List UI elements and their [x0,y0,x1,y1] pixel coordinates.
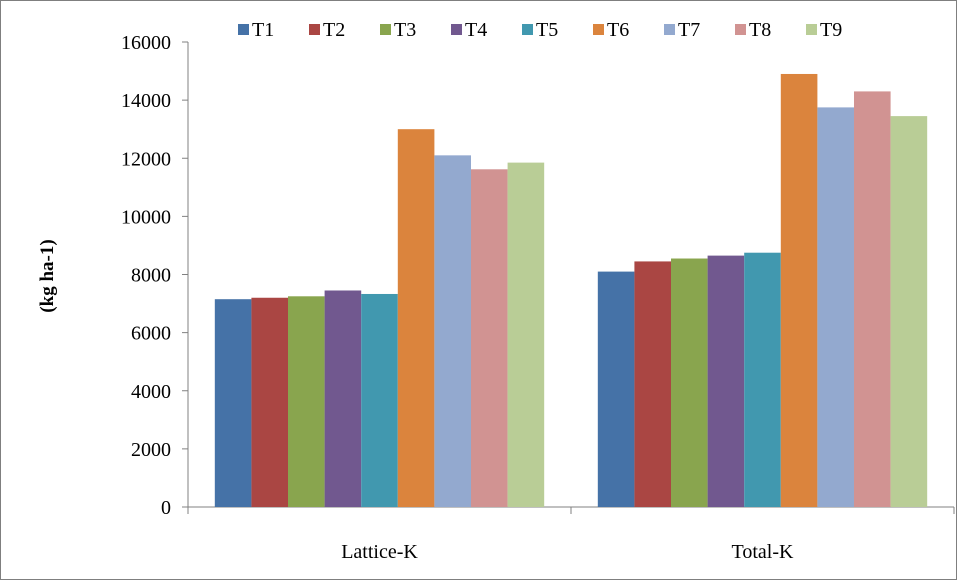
bar-t1-lattice-k [214,299,252,507]
y-tick-label: 8000 [131,265,171,287]
legend-swatch-t2 [309,24,320,35]
bar-t4-total-k [707,255,745,507]
bars [214,73,928,507]
bar-t4-lattice-k [324,290,362,507]
legend-label-t4: T4 [465,19,487,41]
bar-t6-lattice-k [397,129,435,507]
category-label: Lattice-K [341,541,418,563]
y-tick-label: 0 [161,497,171,519]
legend-label-t8: T8 [749,19,771,41]
legend-swatch-t8 [735,24,746,35]
bar-t7-total-k [817,107,854,507]
bar-t5-total-k [744,252,781,507]
y-tick-label: 14000 [121,90,171,112]
legend-swatch-t9 [806,24,817,35]
bar-t3-total-k [671,258,708,507]
bar-t8-lattice-k [470,169,508,507]
bar-t5-lattice-k [361,293,398,507]
bar-t2-total-k [634,261,672,507]
legend-swatch-t6 [593,24,604,35]
legend-swatch-t5 [522,24,533,35]
legend-swatch-t1 [238,24,249,35]
legend-label-t3: T3 [394,19,416,41]
y-tick-label: 12000 [121,148,171,170]
y-tick-label: 4000 [131,381,171,403]
legend-swatch-t3 [380,24,391,35]
bar-t1-total-k [597,271,635,507]
bar-t3-lattice-k [288,296,325,507]
category-label: Total-K [732,541,794,563]
legend-label-t1: T1 [252,19,274,41]
y-axis-title: (kg ha-1) [37,239,58,312]
bar-t2-lattice-k [251,297,289,507]
legend-label-t5: T5 [536,19,558,41]
y-tick-label: 6000 [131,323,171,345]
legend-label-t6: T6 [607,19,629,41]
legend-label-t7: T7 [678,19,700,41]
y-tick-label: 2000 [131,439,171,461]
bar-t9-lattice-k [507,162,545,507]
y-tick-label: 10000 [121,206,171,228]
bar-t9-total-k [890,116,928,507]
y-axis: 0 2000 4000 6000 8000 10000 12000 14000 16000 [121,32,189,519]
bar-t7-lattice-k [434,155,471,507]
legend-swatch-t4 [451,24,462,35]
bar-t6-total-k [780,73,818,507]
legend-swatch-t7 [664,24,675,35]
legend: T1 T2 T3 T4 T5 T6 T7 T8 T9 [238,19,842,41]
x-axis: Lattice-K Total-K [187,506,955,563]
legend-label-t2: T2 [323,19,345,41]
y-tick-label: 16000 [121,32,171,54]
bar-t8-total-k [853,91,891,507]
legend-label-t9: T9 [820,19,842,41]
